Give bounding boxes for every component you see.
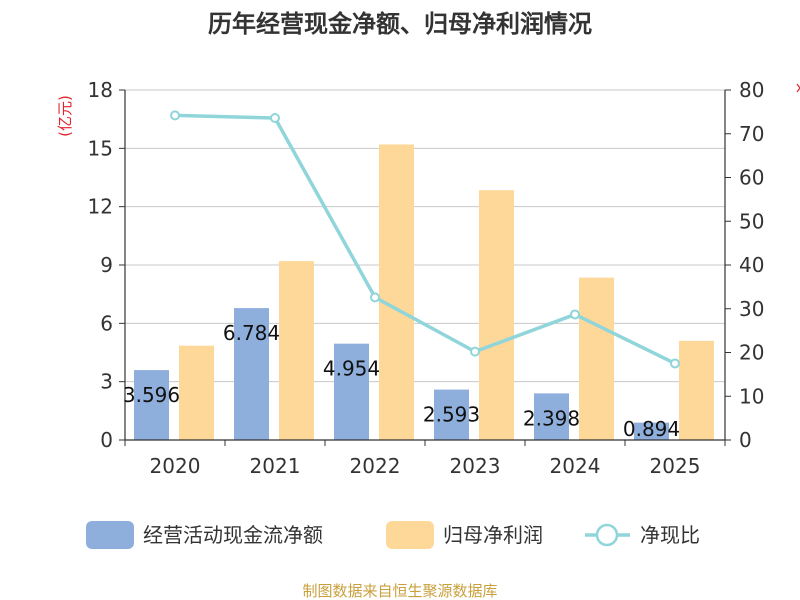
right-tick-label: 70 (739, 122, 764, 146)
x-tick-label: 2024 (550, 454, 601, 478)
legend-marker-ratio (595, 523, 619, 547)
ratio-line-path (174, 113, 676, 366)
legend-swatch-operating-cashflow (86, 521, 134, 549)
cashflow-data-label: 2.398 (523, 406, 580, 430)
left-tick-label: 3 (100, 370, 113, 394)
left-tick-label: 0 (100, 428, 113, 452)
right-tick-label: 0 (739, 428, 752, 452)
right-tick-label: 60 (739, 166, 764, 190)
right-tick-label: 30 (739, 297, 764, 321)
legend-label-ratio: 净现比 (640, 523, 700, 547)
right-axis-unit-fragment (796, 83, 800, 93)
cashflow-data-label: 3.596 (123, 383, 180, 407)
ratio-point (270, 113, 280, 123)
legend-label-operating-cashflow: 经营活动现金流净额 (143, 523, 323, 547)
bar-net-profit (179, 345, 214, 440)
axes: 0 3 6 9 12 15 18 0 10 20 30 40 50 60 70 80 2020 2021 2022 2… (88, 78, 765, 478)
right-tick-label: 80 (739, 78, 764, 102)
ratio-point (470, 346, 480, 357)
right-tick-label: 40 (739, 253, 764, 277)
chart-title: 历年经营现金净额、归母净利润情况 (208, 10, 592, 38)
bar-operating-cashflow (134, 370, 169, 440)
legend: 经营活动现金流净额 归母净利润 净现比 (86, 521, 700, 549)
ratio-line (170, 110, 680, 369)
ratio-point (570, 309, 580, 320)
x-tick-label: 2022 (350, 454, 401, 478)
bar-net-profit (679, 340, 714, 440)
cashflow-data-label: 0.894 (623, 417, 680, 441)
bar-net-profit (579, 277, 614, 440)
bar-operating-cashflow (234, 308, 269, 440)
right-tick-label: 20 (739, 341, 764, 365)
ratio-point (370, 292, 380, 303)
cashflow-data-label: 2.593 (423, 403, 480, 427)
left-tick-label: 6 (100, 311, 113, 335)
bar-operating-cashflow (334, 343, 369, 440)
left-axis-unit: (亿元) (56, 95, 74, 137)
data-labels: 3.596 6.784 4.954 2.593 2.398 0.894 (123, 321, 680, 441)
right-tick-label: 50 (739, 209, 764, 233)
bar-net-profit (479, 190, 514, 440)
left-tick-label: 12 (88, 195, 113, 219)
legend-swatch-net-profit (386, 521, 434, 549)
right-tick-label: 10 (739, 384, 764, 408)
bar-net-profit (279, 261, 314, 440)
x-tick-label: 2023 (450, 454, 501, 478)
cashflow-data-label: 6.784 (223, 321, 280, 345)
bars (134, 144, 714, 440)
bar-net-profit (379, 144, 414, 440)
gridlines (125, 89, 725, 383)
ratio-point (170, 110, 180, 121)
ratio-point (670, 358, 680, 369)
legend-label-net-profit: 归母净利润 (443, 523, 543, 547)
bar-operating-cashflow (634, 422, 669, 440)
x-tick-label: 2020 (150, 454, 201, 478)
cashflow-data-label: 4.954 (323, 357, 380, 381)
footer-source: 制图数据来自恒生聚源数据库 (302, 582, 497, 600)
left-tick-label: 15 (88, 136, 113, 160)
bar-operating-cashflow (434, 389, 469, 440)
left-tick-label: 18 (88, 78, 113, 102)
left-tick-label: 9 (100, 253, 113, 277)
bar-operating-cashflow (534, 393, 569, 440)
x-tick-label: 2021 (250, 454, 301, 478)
x-tick-label: 2025 (650, 454, 701, 478)
